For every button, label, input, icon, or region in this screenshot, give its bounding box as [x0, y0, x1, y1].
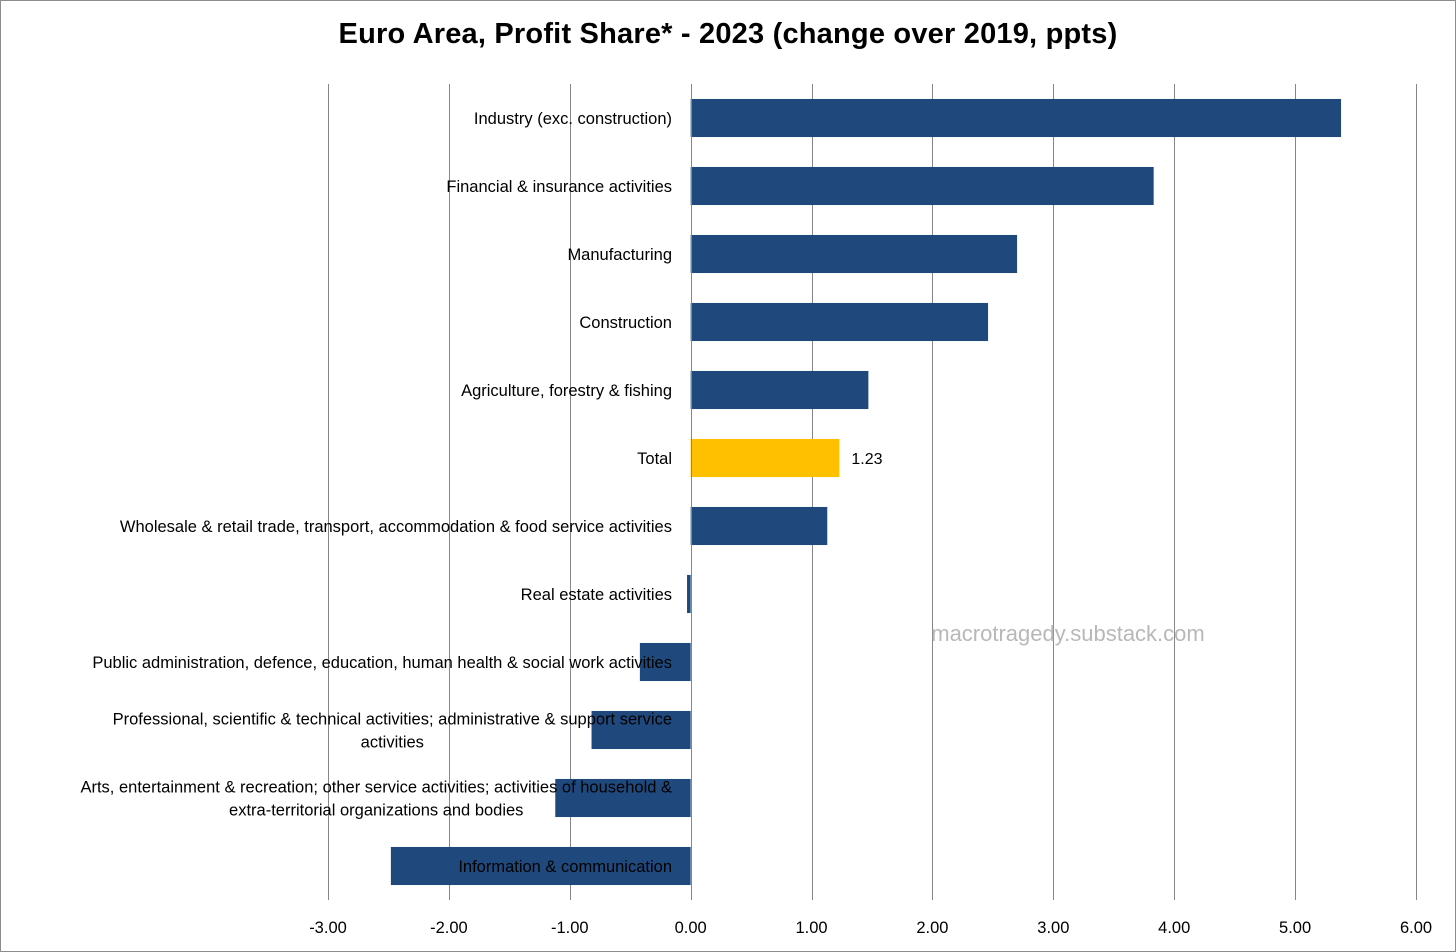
category-label: Wholesale & retail trade, transport, acc… — [120, 518, 672, 536]
bar — [690, 234, 1018, 274]
bar — [555, 778, 691, 818]
bar — [690, 370, 869, 410]
category-label: Public administration, defence, educatio… — [92, 654, 672, 672]
category-label: Construction — [579, 314, 672, 332]
bar — [639, 642, 691, 682]
bars — [390, 98, 1342, 886]
x-tick-label: 4.00 — [1158, 919, 1190, 937]
watermark-text: macrotragedy.substack.com — [931, 621, 1204, 646]
category-labels: Industry (exc. construction) Financial & … — [80, 110, 882, 876]
x-tick-label: 6.00 — [1400, 919, 1432, 937]
bar — [690, 506, 828, 546]
category-label: extra-territorial organizations and bodi… — [229, 802, 523, 820]
x-tick-label: 2.00 — [916, 919, 948, 937]
bar — [690, 302, 989, 342]
data-label: 1.23 — [851, 451, 882, 468]
bar — [687, 574, 691, 614]
axis: -3.00 -2.00 -1.00 0.00 1.00 2.00 3.00 4.00 5.00 6… — [309, 84, 1432, 937]
category-label: Financial & insurance activities — [446, 178, 672, 196]
category-label: Arts, entertainment & recreation; other … — [80, 779, 672, 797]
gridlines — [328, 84, 1417, 900]
bar-total — [690, 438, 840, 478]
x-tick-label: 3.00 — [1037, 919, 1069, 937]
category-label: activities — [361, 734, 424, 752]
bar — [390, 846, 691, 886]
bar — [690, 98, 1342, 138]
x-tick-label: 1.00 — [795, 919, 827, 937]
bar — [690, 166, 1154, 206]
x-tick-label: 0.00 — [675, 919, 707, 937]
category-label: Total — [637, 450, 672, 468]
bar — [591, 710, 691, 750]
category-label: Manufacturing — [567, 246, 672, 264]
category-label: Real estate activities — [521, 586, 672, 604]
chart-title: Euro Area, Profit Share* - 2023 (change … — [338, 18, 1118, 50]
x-tick-label: -3.00 — [309, 919, 347, 937]
category-label: Agriculture, forestry & fishing — [461, 382, 672, 400]
x-tick-label: -2.00 — [430, 919, 468, 937]
x-tick-label: -1.00 — [551, 919, 589, 937]
category-label: Industry (exc. construction) — [474, 110, 672, 128]
category-label: Information & communication — [458, 858, 672, 876]
x-tick-label: 5.00 — [1279, 919, 1311, 937]
category-label: Professional, scientific & technical act… — [113, 711, 672, 729]
